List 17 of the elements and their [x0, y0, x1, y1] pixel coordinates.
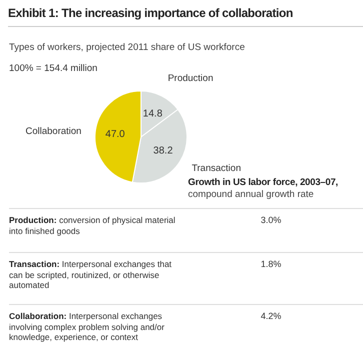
data-label: 47.0	[105, 129, 126, 140]
text: 100% = 154.4 million	[9, 63, 98, 74]
chart-subtitle: Types of workers, projected 2011 share of US workforce	[9, 42, 245, 53]
category-label: Production: conversion of physical material into finished goods	[9, 215, 176, 236]
data-label: 14.8	[142, 108, 163, 120]
chart-title: Exhibit 1: The increasing importance of collaboration	[8, 6, 293, 20]
data-label: 4.2%	[260, 311, 282, 322]
slice-label: Transaction	[192, 163, 241, 174]
data-label: 3.0%	[260, 215, 282, 226]
slice-label: Collaboration	[25, 126, 82, 137]
data-label: 1.8%	[260, 259, 282, 270]
category-label: Collaboration: Interpersonal exchanges involving complex problem solving and/or knowledge, experience, or context	[9, 311, 166, 342]
slice-label: Production	[168, 73, 214, 84]
text: Growth in US labor force, 2003–07,	[188, 177, 338, 188]
data-label: 38.2	[153, 145, 174, 156]
text: compound annual growth rate	[188, 189, 314, 200]
category-label: Transaction: Interpersonal exchanges that can be scripted, routinized, or otherwise automated	[9, 259, 173, 290]
